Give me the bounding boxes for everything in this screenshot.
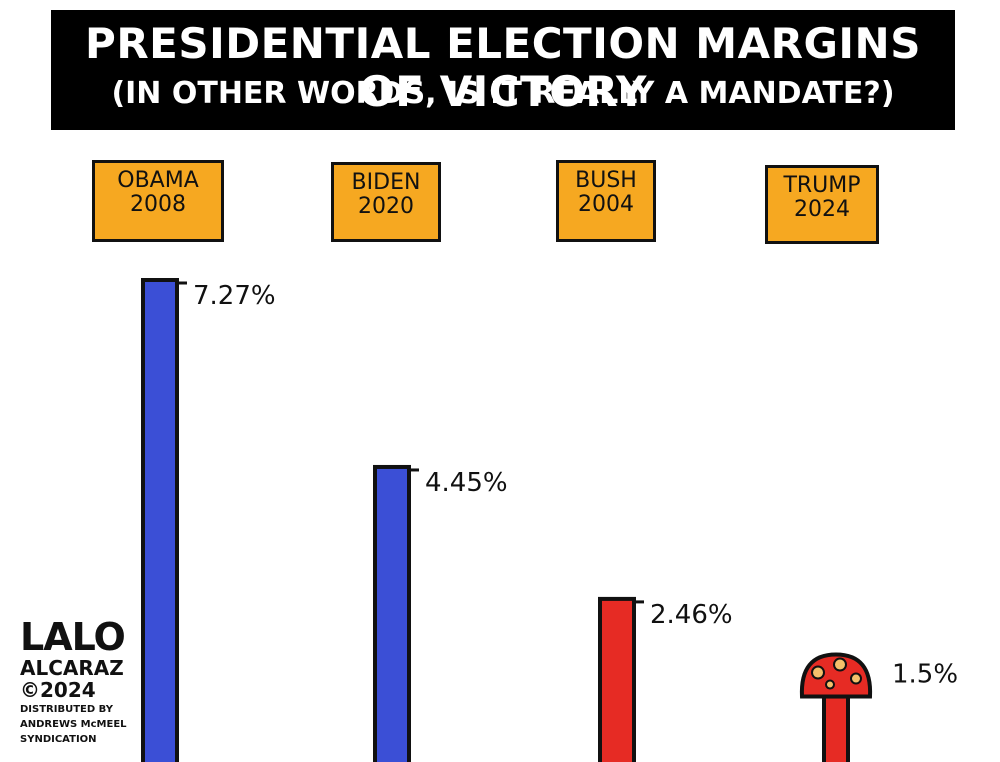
chart-title: PRESIDENTIAL ELECTION MARGINS OF VICTORY [85, 19, 921, 116]
data-label-0: 7.27% [193, 281, 276, 311]
category-year: 2020 [358, 194, 414, 219]
category-year: 2004 [578, 192, 634, 217]
category-label-obama: OBAMA 2008 [92, 160, 224, 242]
category-name: OBAMA [117, 168, 199, 193]
data-label-1: 4.45% [425, 468, 508, 498]
mushroom-spot-3 [825, 679, 835, 690]
category-name: TRUMP [783, 173, 861, 198]
signature-surname: ALCARAZ [20, 656, 124, 680]
bar-1 [373, 464, 411, 762]
signature-copyright: ©2024 [20, 678, 96, 702]
chart-subtitle: (IN OTHER WORDS, IS IT REALLY A MANDATE?… [111, 76, 895, 111]
data-label-3: 1.5% [892, 660, 958, 690]
data-label-2: 2.46% [650, 600, 733, 630]
mushroom-spot-1 [833, 657, 847, 672]
category-name: BIDEN [351, 170, 421, 195]
category-name: BUSH [575, 168, 637, 193]
category-label-bush: BUSH 2004 [556, 160, 656, 242]
signature-name: LALO [20, 615, 126, 659]
mushroom-stem [822, 694, 850, 762]
signature-syndication: SYNDICATION [20, 734, 97, 745]
mushroom-spot-0 [811, 665, 825, 680]
category-year: 2008 [130, 192, 186, 217]
category-label-biden: BIDEN 2020 [331, 162, 441, 242]
category-year: 2024 [794, 197, 850, 222]
mushroom-spot-2 [850, 672, 862, 685]
title-banner: PRESIDENTIAL ELECTION MARGINS OF VICTORY… [51, 10, 955, 130]
bar-3 [799, 652, 873, 762]
category-label-trump: TRUMP 2024 [765, 165, 879, 244]
mushroom-cap [799, 652, 873, 699]
bar-0 [141, 278, 179, 762]
signature-distributed: DISTRIBUTED BY [20, 704, 113, 715]
signature-syndicate: ANDREWS McMEEL [20, 719, 127, 730]
bar-2 [598, 596, 636, 762]
artist-signature: LALO ALCARAZ ©2024 DISTRIBUTED BY ANDREW… [20, 618, 130, 745]
